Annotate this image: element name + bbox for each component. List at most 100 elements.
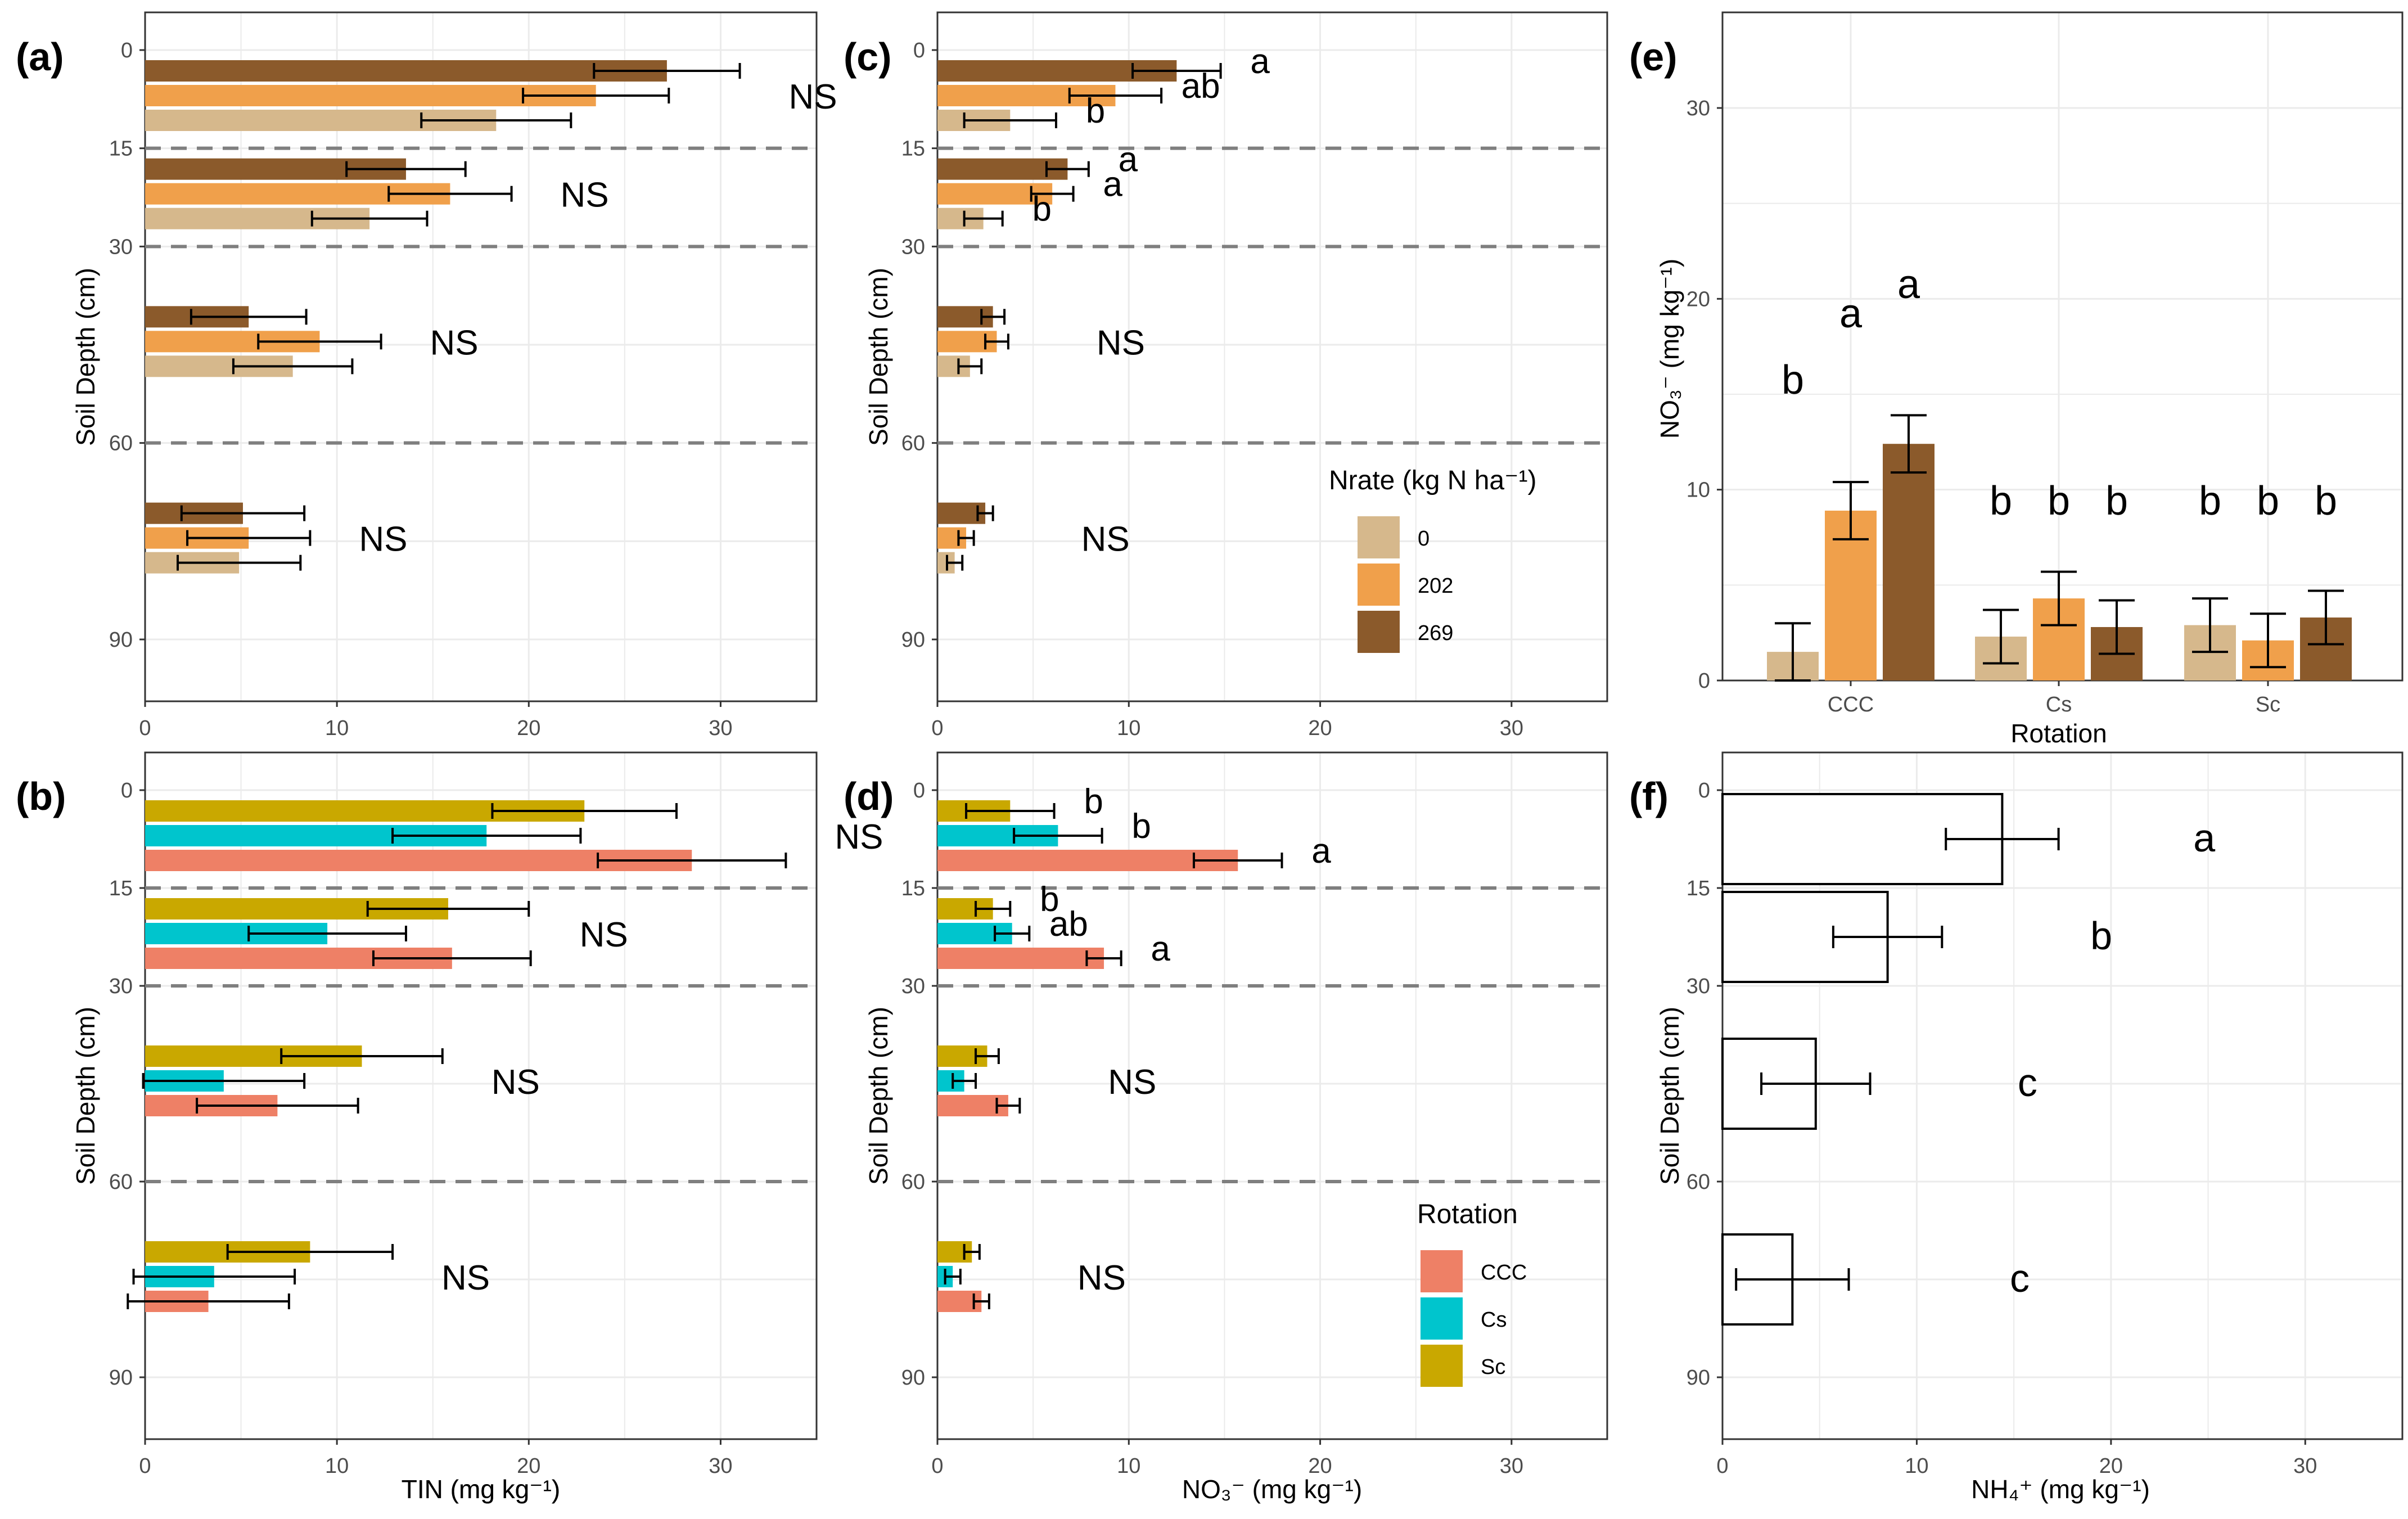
significance-label: NS — [580, 916, 628, 954]
y-tick-label: 0 — [913, 779, 925, 803]
x-axis-title: NO₃⁻ (mg kg⁻¹) — [1182, 1475, 1362, 1504]
letter-label: a — [1151, 930, 1170, 968]
y-tick-label: 0 — [121, 779, 133, 803]
y-tick-label: 30 — [901, 235, 925, 259]
y-tick-label: 10 — [1686, 479, 1710, 502]
x-tick-label: 10 — [325, 1454, 349, 1478]
bar-202-layer-0 — [145, 85, 596, 106]
y-tick-label: 60 — [901, 1170, 925, 1194]
y-tick-label: 60 — [901, 432, 925, 456]
letter-label: a — [1103, 165, 1122, 204]
legend-label: CCC — [1481, 1261, 1527, 1284]
letter-label: b — [2199, 479, 2221, 524]
panel-b: 0 15 30 60 90 0 10 20 30 NS NS NS NS Soil Depth (cm) T… — [16, 751, 883, 1504]
x-tick-label: 0 — [1716, 1454, 1728, 1478]
significance-label: NS — [788, 78, 837, 116]
significance-label: NS — [430, 323, 479, 362]
y-tick-label: 15 — [901, 137, 925, 161]
significance-label: NS — [491, 1063, 540, 1102]
panel-label: (d) — [844, 774, 894, 818]
x-tick-label: 0 — [931, 1454, 943, 1478]
significance-label: NS — [441, 1259, 490, 1297]
panel-label: (b) — [16, 774, 66, 818]
letter-label: a — [1897, 262, 1920, 307]
y-tick-label: 0 — [913, 39, 925, 62]
x-tick-label: 30 — [1500, 1454, 1523, 1478]
x-tick-label: 30 — [2293, 1454, 2317, 1478]
y-tick-label: 90 — [109, 628, 133, 652]
legend-key-0 — [1358, 516, 1400, 558]
x-tick-label: 10 — [1905, 1454, 1928, 1478]
significance-label: NS — [835, 818, 883, 857]
bar-ccc-layer-1 — [937, 948, 1104, 969]
y-tick-label: 20 — [1686, 287, 1710, 311]
x-tick-label: 30 — [709, 1454, 732, 1478]
y-tick-label: 90 — [109, 1366, 133, 1390]
letter-label: b — [2048, 479, 2070, 524]
legend-label: 202 — [1418, 574, 1453, 598]
y-tick-label: 60 — [1686, 1170, 1710, 1194]
legend-key-ccc — [1421, 1250, 1463, 1292]
significance-label: NS — [1097, 323, 1145, 362]
x-tick-label: Cs — [2046, 693, 2072, 716]
x-tick-label: 20 — [2099, 1454, 2123, 1478]
legend-title: Rotation — [1417, 1200, 1518, 1229]
panel-f: 0 15 30 60 90 0 10 20 30 a b c c Soil Depth (cm) NH₄⁺ … — [1629, 751, 2404, 1504]
x-tick-label: 30 — [1500, 716, 1523, 740]
x-tick-label: 30 — [709, 716, 732, 740]
y-tick-label: 15 — [1686, 877, 1710, 900]
x-tick-label: CCC — [1828, 693, 1874, 716]
legend-key-269 — [1358, 611, 1400, 653]
panel-label: (a) — [16, 35, 64, 79]
letter-label: b — [1084, 782, 1103, 821]
letter-label: b — [1040, 880, 1059, 919]
legend-label: 0 — [1418, 527, 1430, 551]
y-tick-label: 90 — [1686, 1366, 1710, 1390]
y-tick-label: 60 — [109, 432, 133, 456]
x-axis-title: NH₄⁺ (mg kg⁻¹) — [1971, 1475, 2150, 1504]
y-tick-label: 90 — [901, 1366, 925, 1390]
y-axis-title: Soil Depth (cm) — [71, 1007, 100, 1185]
y-tick-label: 30 — [1686, 975, 1710, 998]
y-tick-label: 60 — [109, 1170, 133, 1194]
y-tick-label: 0 — [1698, 669, 1710, 693]
y-axis-title: Soil Depth (cm) — [1655, 1007, 1684, 1185]
legend-label: Sc — [1481, 1355, 1505, 1379]
y-tick-label: 15 — [901, 877, 925, 900]
legend: Nrate (kg N ha⁻¹) 0 202 269 — [1329, 466, 1536, 653]
letter-label: c — [2010, 1256, 2030, 1300]
x-tick-label: 10 — [325, 716, 349, 740]
x-tick-label: 20 — [1308, 1454, 1332, 1478]
bar-ccc-layer-0 — [937, 850, 1238, 871]
significance-label: NS — [1077, 1259, 1126, 1297]
bar-269-layer-0 — [145, 60, 667, 82]
letter-label: b — [2090, 914, 2112, 958]
y-tick-label: 30 — [1686, 97, 1710, 120]
letter-label: a — [2193, 816, 2215, 860]
x-tick-label: 20 — [517, 716, 540, 740]
y-tick-label: 15 — [109, 137, 133, 161]
y-axis-title: Soil Depth (cm) — [864, 1007, 893, 1185]
legend-title: Nrate (kg N ha⁻¹) — [1329, 466, 1536, 495]
panel-label: (c) — [844, 35, 892, 79]
letter-label: a — [1119, 141, 1138, 179]
letter-label: b — [1990, 479, 2012, 524]
panel-e-frame — [1721, 11, 2404, 682]
letter-label: b — [1131, 807, 1151, 846]
legend-key-202 — [1358, 564, 1400, 606]
letter-label: b — [2257, 479, 2279, 524]
letter-label: ab — [1182, 67, 1220, 106]
x-tick-label: 10 — [1117, 1454, 1140, 1478]
y-tick-label: 0 — [121, 39, 133, 62]
significance-label: NS — [359, 520, 407, 559]
y-axis-title: Soil Depth (cm) — [71, 268, 100, 446]
x-axis-title: TIN (mg kg⁻¹) — [402, 1475, 560, 1504]
x-axis-title: TIN (mg kg⁻¹) — [402, 1475, 560, 1504]
legend-label: Cs — [1481, 1308, 1507, 1332]
x-tick-label: 20 — [517, 1454, 540, 1478]
significance-label: NS — [1108, 1063, 1156, 1102]
